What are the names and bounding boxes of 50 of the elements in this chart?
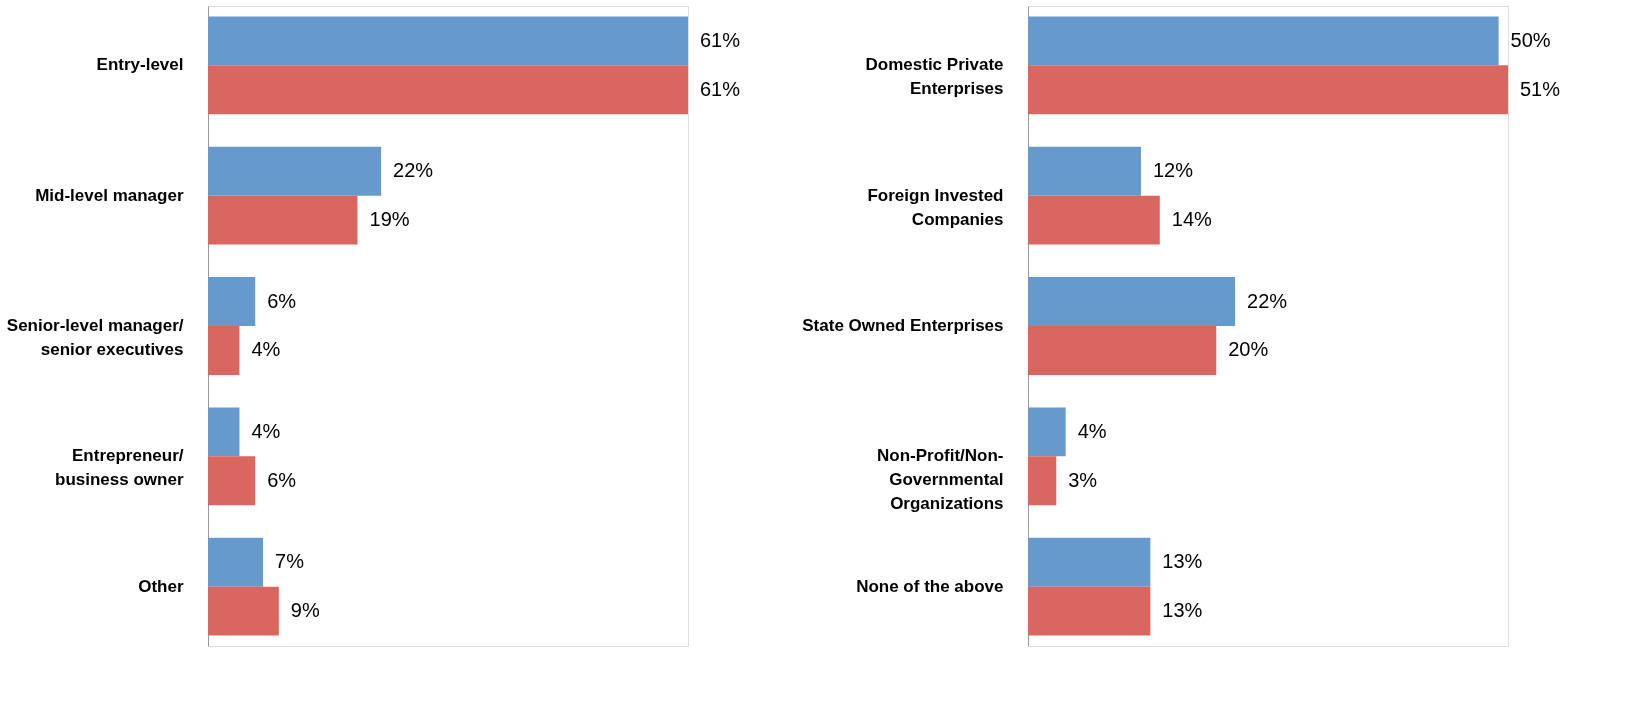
- bar: [1028, 537, 1151, 587]
- bar: [208, 586, 279, 636]
- data-label: 13%: [1162, 550, 1203, 573]
- data-label: 61%: [700, 28, 741, 51]
- y-tick-label: Other: [138, 576, 184, 596]
- data-label: 51%: [1520, 77, 1561, 100]
- data-label: 61%: [700, 77, 741, 100]
- data-label: 19%: [369, 208, 410, 231]
- y-tick-label: Foreign Invested Companies: [867, 185, 1004, 229]
- bar: [208, 65, 688, 115]
- bar: [1028, 277, 1236, 326]
- data-label: 20%: [1228, 338, 1269, 361]
- y-tick-label: Entrepreneur/ business owner: [55, 446, 184, 490]
- y-tick-label: Non-Profit/Non- Governmental Organizations: [876, 446, 1004, 514]
- data-label: 7%: [275, 550, 305, 573]
- bar: [208, 16, 688, 66]
- data-label: 22%: [1247, 289, 1288, 312]
- bar: [1028, 326, 1217, 375]
- bar: [208, 277, 256, 326]
- data-label: 13%: [1162, 599, 1203, 622]
- bar: [208, 326, 240, 375]
- y-tick-label: Entry-level: [96, 55, 184, 75]
- y-tick-label: Senior-level manager/ senior executives: [6, 316, 184, 359]
- data-label: 4%: [251, 338, 281, 361]
- bar: [1028, 146, 1141, 196]
- bar: [208, 146, 382, 196]
- y-tick-label: State Owned Enterprises: [802, 316, 1004, 335]
- data-label: 22%: [393, 159, 434, 182]
- y-tick-label: Domestic Private Enterprises: [865, 55, 1004, 99]
- bar: [208, 407, 240, 457]
- data-label: 12%: [1152, 159, 1194, 182]
- data-label: 3%: [1068, 468, 1098, 491]
- data-label: 9%: [290, 599, 320, 622]
- bar: [1028, 407, 1066, 457]
- bar: [208, 195, 358, 245]
- y-tick-label: Mid-level manager: [35, 185, 184, 205]
- bar: [208, 456, 256, 506]
- data-label: 50%: [1510, 28, 1551, 51]
- data-label: 4%: [1077, 419, 1107, 442]
- bar: [1028, 16, 1499, 66]
- data-label: 6%: [267, 289, 297, 312]
- bar: [1028, 195, 1160, 245]
- data-label: 6%: [267, 468, 297, 491]
- y-tick-label: None of the above: [856, 576, 1004, 596]
- bar: [208, 537, 264, 587]
- bar: [1028, 456, 1057, 506]
- data-label: 14%: [1171, 208, 1213, 231]
- data-label: 4%: [251, 419, 281, 442]
- bar: [1028, 586, 1151, 636]
- bar: [1028, 65, 1508, 115]
